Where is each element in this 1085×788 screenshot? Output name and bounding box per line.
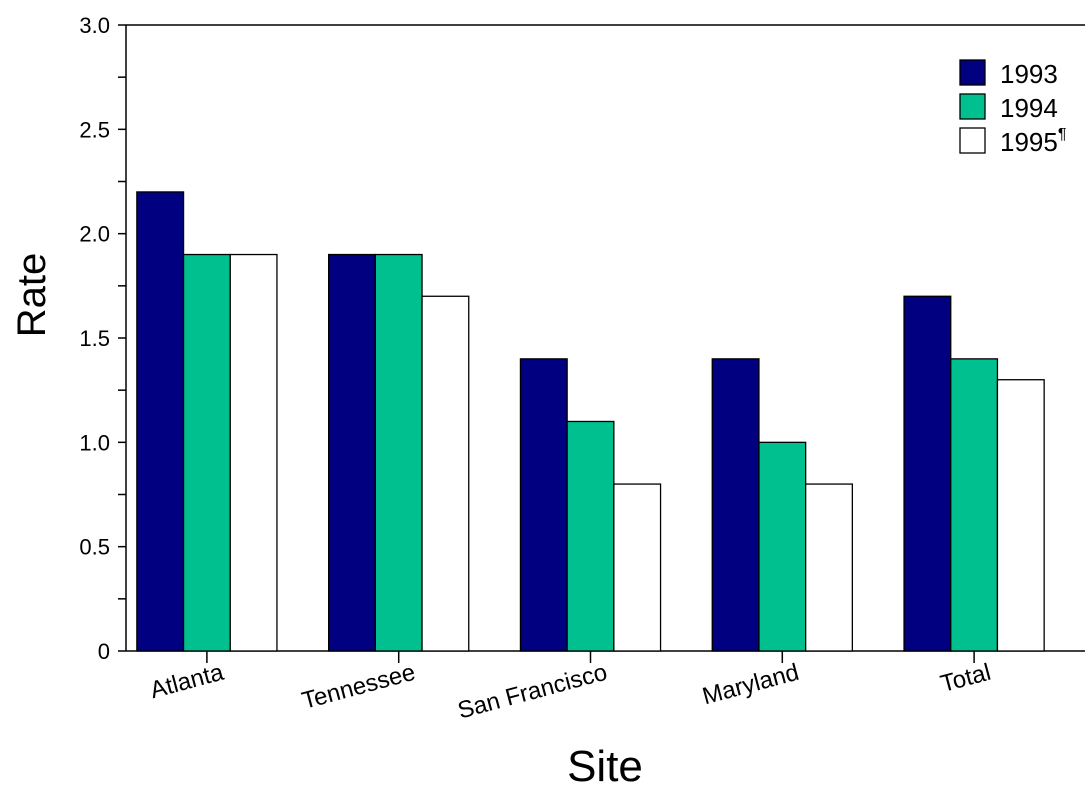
- bar-maryland-1995: [805, 483, 854, 652]
- x-tick-label: Atlanta: [147, 659, 227, 705]
- x-axis-labels: Atlanta Tennessee San Francisco Maryland Tot…: [147, 651, 994, 725]
- bar-san-francisco-1994: [566, 420, 615, 652]
- x-axis-title: Site: [567, 742, 643, 788]
- legend-label-1993: 1993: [1000, 59, 1058, 89]
- y-axis-ticks: 0 0.5 1.0 1.5 2.0 2.5 3.0: [79, 13, 126, 664]
- bar-tennessee-1995: [421, 295, 470, 652]
- bars: [136, 191, 1045, 652]
- bar-maryland-1994: [758, 441, 807, 652]
- x-tick-label: Tennessee: [299, 659, 418, 715]
- bar-total-1995: [996, 379, 1045, 652]
- legend-label-1995: 1995¶: [1000, 126, 1066, 157]
- bar-atlanta-1993: [136, 191, 185, 652]
- bar-total-1994: [950, 358, 999, 652]
- bar-tennessee-1994: [374, 253, 423, 652]
- bar-atlanta-1995: [229, 253, 278, 652]
- legend-footnote-mark: ¶: [1058, 126, 1067, 143]
- y-tick-label: 2.5: [79, 117, 110, 142]
- x-tick-label: Total: [938, 659, 994, 698]
- bar-san-francisco-1993: [519, 358, 568, 652]
- y-tick-label: 0.5: [79, 535, 110, 560]
- bar-maryland-1993: [711, 358, 760, 652]
- bar-san-francisco-1995: [613, 483, 662, 652]
- x-tick-label: Maryland: [700, 659, 802, 711]
- y-axis-title: Rate: [10, 253, 54, 338]
- bar-tennessee-1993: [327, 253, 376, 652]
- y-tick-label: 1.5: [79, 326, 110, 351]
- bar-total-1993: [903, 295, 952, 652]
- bar-atlanta-1994: [182, 253, 231, 652]
- legend-swatch-1995: [959, 127, 986, 154]
- y-tick-label: 2.0: [79, 222, 110, 247]
- legend-label-1994: 1994: [1000, 93, 1058, 123]
- y-tick-label: 0: [98, 639, 110, 664]
- y-tick-label: 3.0: [79, 13, 110, 38]
- y-tick-label: 1.0: [79, 430, 110, 455]
- legend-swatch-1994: [959, 93, 986, 120]
- x-tick-label: San Francisco: [455, 659, 610, 725]
- legend-swatch-1993: [959, 59, 986, 86]
